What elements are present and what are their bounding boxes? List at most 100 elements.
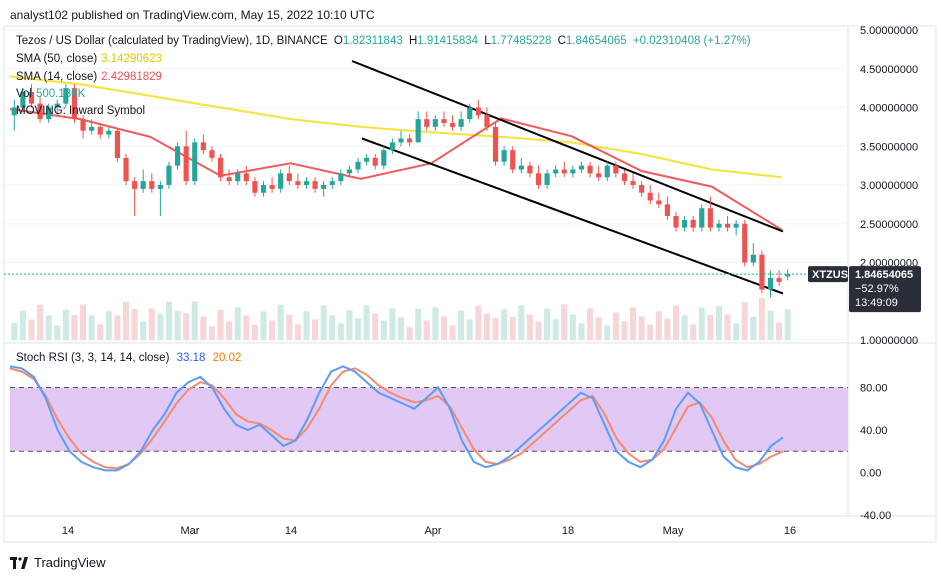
volume-bar: [741, 302, 748, 340]
candle-body: [656, 200, 662, 205]
candle-body: [630, 181, 636, 185]
open-label: O: [333, 35, 343, 47]
volume-bar: [389, 308, 396, 340]
candle-body: [441, 119, 447, 123]
sma14-legend[interactable]: SMA (14, close) 2.42981829: [16, 71, 162, 83]
volume-bar: [561, 304, 568, 340]
candle-body: [157, 185, 163, 189]
high-label: H: [408, 35, 418, 47]
close-label: C: [557, 35, 566, 47]
candle-body: [132, 181, 138, 189]
candle-body: [673, 216, 679, 228]
volume-bar: [492, 318, 499, 340]
volume-bar: [54, 325, 61, 340]
close-value: 1.84654065: [565, 35, 627, 47]
rsi-axis-labels: 80.00 40.00 0.00 -40.00: [860, 383, 891, 523]
candle-body: [321, 185, 327, 189]
price-tick-label: 5.00000000: [860, 25, 918, 37]
candle-body: [501, 150, 507, 162]
candle-body: [415, 119, 421, 143]
candle-body: [243, 173, 249, 182]
candle-body: [303, 181, 310, 185]
volume-bar: [767, 310, 774, 340]
symbol-title[interactable]: Tezos / US Dollar (calculated by Trading…: [16, 35, 328, 47]
volume-bar: [475, 305, 482, 340]
time-tick-label: 14: [62, 525, 74, 537]
sma14-line: [9, 108, 783, 231]
candle-body: [28, 92, 35, 104]
candle-body: [407, 138, 413, 143]
candle-body: [484, 115, 490, 127]
rsi-tick-label: 0.00: [860, 468, 881, 480]
candle-body: [510, 150, 516, 170]
volume-legend[interactable]: Vol 500.186K: [16, 88, 85, 100]
volume-bar: [251, 324, 258, 340]
candle-body: [80, 119, 86, 131]
volume-bar: [363, 305, 370, 340]
price-tick-label: 2.50000000: [860, 219, 918, 231]
candle-body: [364, 157, 370, 162]
candle-body: [269, 185, 275, 189]
volume-bar: [337, 323, 344, 340]
high-value: 1.91415834: [417, 35, 479, 47]
rsi-tick-label: 80.00: [860, 383, 888, 395]
volume-bar: [140, 321, 147, 340]
candle-body: [166, 165, 172, 185]
candle-body: [123, 157, 129, 182]
candle-body: [183, 146, 189, 182]
candle-body: [209, 150, 215, 158]
volume-bar: [346, 310, 353, 340]
volume-bar: [509, 316, 516, 340]
stoch-rsi-lines: [9, 365, 784, 472]
candle-body: [458, 119, 464, 127]
candle-body: [11, 107, 17, 116]
price-tick-label: 1.00000000: [860, 335, 918, 347]
price-tick-label: 3.00000000: [860, 180, 918, 192]
volume-bar: [621, 321, 628, 340]
candle-body: [613, 165, 619, 174]
candle-body: [432, 119, 438, 127]
volume-bar: [526, 314, 533, 340]
volume-bars: [11, 298, 791, 340]
channel-lines[interactable]: [351, 60, 784, 295]
moving-label: MOVING: Inward Symbol: [16, 105, 146, 117]
volume-bar: [286, 314, 293, 340]
volume-bar: [234, 307, 241, 340]
tradingview-footer[interactable]: TradingView: [10, 555, 106, 570]
candle-body: [587, 165, 593, 174]
volume-bar: [105, 311, 112, 340]
candle-body: [46, 107, 52, 120]
candle-body: [286, 173, 292, 182]
stoch-rsi-legend[interactable]: Stoch RSI (3, 3, 14, 14, close) 33.18 20…: [16, 352, 245, 364]
candle-body: [544, 173, 550, 185]
rsi-band-fill: [10, 387, 848, 452]
volume-bar: [183, 313, 190, 340]
moving-legend[interactable]: MOVING: Inward Symbol: [16, 105, 145, 117]
candle-body: [20, 92, 26, 108]
volume-bar: [406, 327, 413, 340]
candle-body: [338, 173, 344, 182]
candle-body: [527, 165, 533, 174]
candle-body: [424, 119, 430, 127]
candle-body: [217, 157, 224, 178]
volume-bar: [45, 315, 52, 340]
volume-bar: [380, 320, 387, 340]
candle-body: [106, 130, 112, 135]
candle-body: [553, 169, 559, 174]
tradingview-logo-icon: [10, 556, 28, 569]
candlesticks: [4, 84, 848, 298]
volume-bar: [587, 308, 594, 340]
volume-bar: [148, 308, 155, 340]
candle-body: [578, 165, 585, 170]
candle-body: [71, 88, 78, 120]
footer-brand: TradingView: [34, 555, 106, 570]
volume-bar: [303, 311, 310, 340]
sma50-legend[interactable]: SMA (50, close) 3.14290623: [16, 53, 162, 65]
candle-body: [742, 223, 748, 263]
volume-bar: [200, 316, 207, 340]
volume-bar: [544, 308, 551, 340]
volume-bar: [88, 315, 95, 340]
sma50-label: SMA (50, close): [16, 53, 98, 65]
candle-body: [200, 142, 206, 151]
